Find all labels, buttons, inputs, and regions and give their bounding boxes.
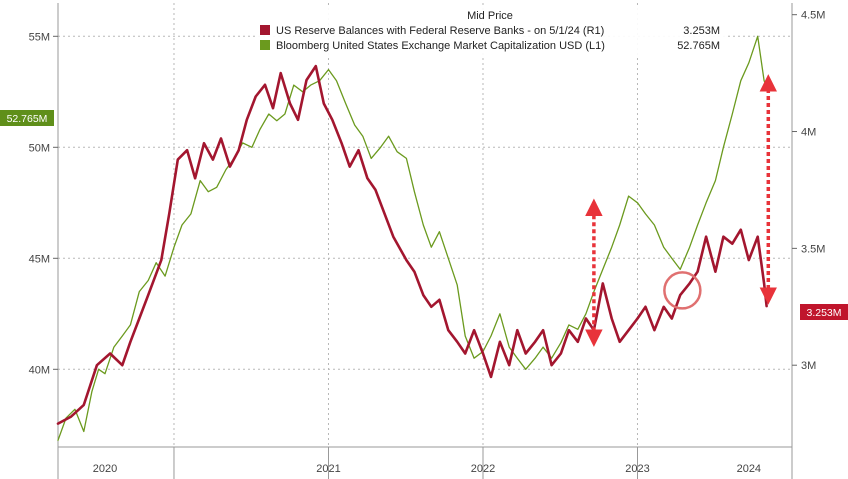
series-layer — [56, 35, 768, 441]
annotation-circle-2 — [663, 271, 702, 310]
legend-box — [255, 6, 725, 55]
legend-swatch-market-cap — [260, 40, 270, 50]
right-last-value-label: 3.253M — [806, 307, 841, 319]
legend-label-reserves: US Reserve Balances with Federal Reserve… — [276, 25, 604, 37]
legend-title: Mid Price — [467, 10, 513, 22]
legend-value-market-cap: 52.765M — [677, 40, 720, 52]
x-tick-label-2022: 2022 — [471, 463, 495, 475]
last-value-badges: 52.765M 3.253M — [0, 110, 848, 320]
right-tick-label-3: 4.5M — [801, 10, 825, 22]
legend-swatch-reserves — [260, 25, 270, 35]
left-tick-label-1: 45M — [29, 253, 50, 265]
series-line-market-cap — [57, 35, 768, 441]
x-tick-label-2023: 2023 — [625, 463, 649, 475]
x-tick-label-2021: 2021 — [316, 463, 340, 475]
x-tick-label-2024: 2024 — [737, 463, 761, 475]
legend-value-reserves: 3.253M — [683, 25, 720, 37]
annotation-layer — [585, 74, 778, 347]
left-tick-label-2: 50M — [29, 142, 50, 154]
left-tick-label-3: 55M — [29, 31, 50, 43]
legend: Mid Price US Reserve Balances with Feder… — [255, 6, 725, 55]
series-line-reserves — [56, 64, 768, 425]
x-tick-label-2020: 2020 — [93, 463, 117, 475]
right-tick-label-2: 4M — [801, 127, 816, 139]
left-last-value-badge — [0, 110, 54, 126]
right-tick-label-0: 3M — [801, 360, 816, 372]
legend-label-market-cap: Bloomberg United States Exchange Market … — [276, 40, 605, 52]
left-tick-label-0: 40M — [29, 364, 50, 376]
left-last-value-label: 52.765M — [7, 113, 48, 125]
axes: 40M 45M 50M 55M 3M 3.5M 4M 4.5M 2020 2021 2022 2023… — [29, 3, 825, 479]
right-last-value-badge — [800, 304, 848, 320]
right-tick-label-1: 3.5M — [801, 243, 825, 255]
